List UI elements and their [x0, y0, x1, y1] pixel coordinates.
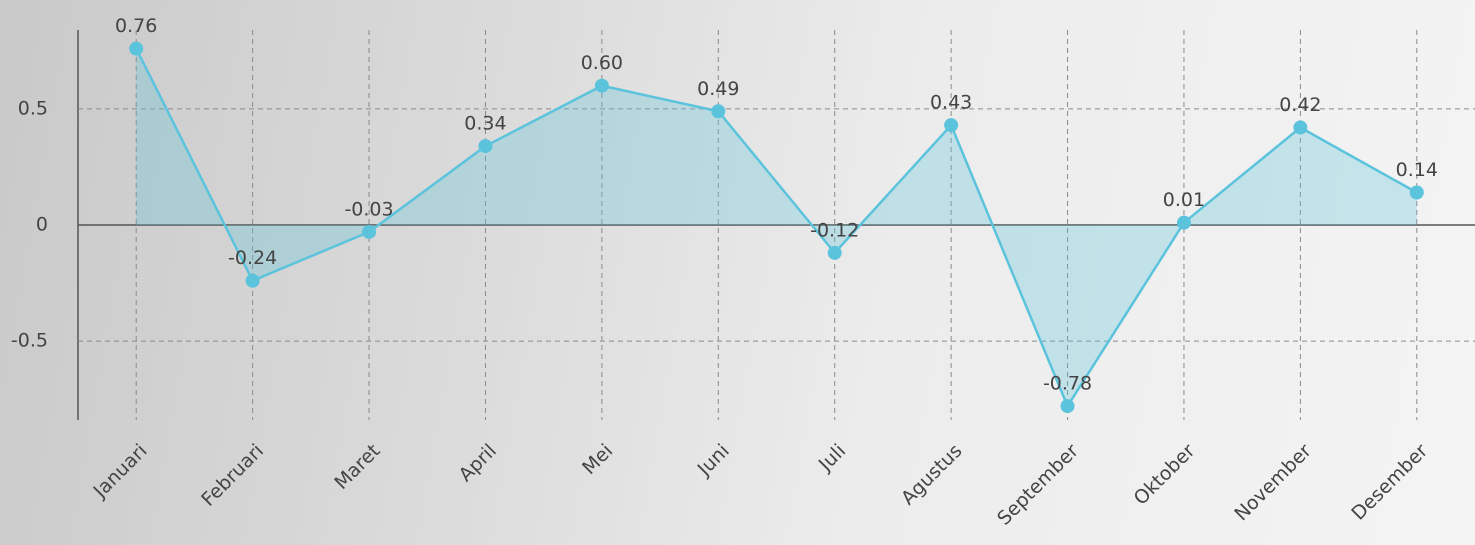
x-tick-label: September — [993, 440, 1083, 530]
data-label: 0.34 — [464, 113, 506, 135]
data-label: -0.24 — [228, 247, 277, 269]
data-label: 0.60 — [581, 52, 623, 74]
data-label: 0.01 — [1163, 189, 1205, 211]
x-tick-label: April — [455, 440, 501, 486]
marker — [245, 273, 260, 288]
marker — [1060, 399, 1075, 414]
data-label: 0.76 — [115, 15, 157, 37]
marker — [944, 118, 959, 133]
marker — [594, 78, 609, 93]
area — [136, 48, 1417, 407]
x-tick-label: Maret — [330, 440, 384, 494]
data-label: 0.43 — [930, 92, 972, 114]
data-label: 0.49 — [697, 78, 739, 100]
x-tick-label: Januari — [89, 440, 152, 503]
x-tick-label: Agustus — [897, 440, 967, 510]
x-tick-label: Mei — [578, 440, 617, 479]
y-tick-label: -0.5 — [11, 330, 48, 352]
x-tick-label: Juli — [814, 440, 850, 476]
marker — [362, 224, 377, 239]
x-tick-label: November — [1230, 440, 1316, 526]
x-tick-label: Juni — [693, 440, 734, 481]
y-tick-label: 0 — [36, 214, 48, 236]
x-tick-label: Februari — [197, 440, 268, 511]
y-tick-label: 0.5 — [18, 97, 48, 119]
data-label: -0.03 — [344, 198, 393, 220]
marker — [478, 139, 493, 154]
line — [135, 48, 1418, 409]
marker — [827, 245, 842, 260]
data-label: 0.14 — [1396, 159, 1438, 181]
data-label: -0.12 — [810, 219, 859, 241]
data-label: -0.78 — [1043, 373, 1092, 395]
marker — [129, 41, 144, 56]
x-tick-label: Desember — [1347, 440, 1432, 525]
marker — [1409, 185, 1424, 200]
marker — [1293, 120, 1308, 135]
x-tick-label: Oktober — [1130, 440, 1200, 510]
data-label: 0.42 — [1279, 94, 1321, 116]
marker — [711, 104, 726, 119]
marker — [1176, 215, 1191, 230]
